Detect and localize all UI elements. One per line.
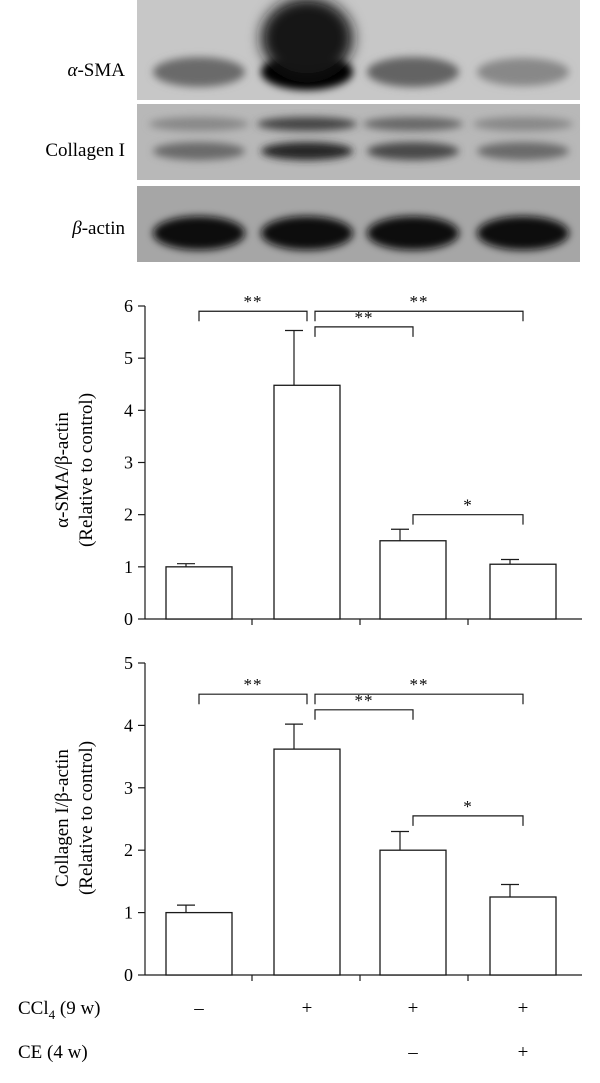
blot-alpha-sma: α-SMA	[68, 0, 580, 100]
condition-label-ce: CE (4 w)	[18, 1042, 88, 1063]
significance-label: *	[463, 496, 473, 515]
significance-label: **	[410, 292, 429, 311]
blot-band	[153, 216, 245, 251]
chart2-ylabel-1: Collagen I/β-actin	[52, 749, 73, 887]
y-tick-label: 1	[124, 557, 133, 577]
y-tick-label: 2	[124, 505, 133, 525]
chart2-ylabel-2: (Relative to control)	[76, 741, 97, 895]
significance-label: **	[410, 675, 429, 694]
blot-band	[367, 216, 459, 251]
blot-band	[477, 58, 569, 86]
significance-bracket	[198, 693, 308, 705]
blot-band-smear	[261, 0, 353, 78]
y-tick-label: 3	[124, 778, 133, 798]
blot-label-beta-actin: β-actin	[71, 218, 125, 239]
blot-band	[153, 142, 245, 161]
significance-label: *	[463, 797, 473, 816]
significance-bracket	[314, 709, 414, 720]
chart-alpha-sma: α-SMA/β-actin (Relative to control) 0 1 2 3…	[52, 292, 582, 629]
blot-band	[477, 216, 569, 251]
condition-value: +	[302, 998, 313, 1019]
y-tick-label: 4	[124, 715, 133, 735]
y-tick-label: 6	[124, 296, 133, 316]
condition-value: –	[193, 998, 204, 1019]
blot-beta-actin: β-actin	[71, 186, 580, 262]
blot-label-collagen: Collagen I	[45, 140, 125, 161]
condition-value: +	[408, 998, 419, 1019]
y-tick-label: 0	[124, 965, 133, 985]
significance-bracket	[314, 693, 524, 705]
bar	[165, 566, 233, 620]
blot-band-upper	[473, 117, 573, 131]
y-tick-label: 4	[124, 400, 133, 420]
significance-label: **	[244, 675, 263, 694]
y-tick-label: 5	[124, 348, 133, 368]
bar	[489, 563, 557, 620]
blot-label-alpha-sma: α-SMA	[68, 60, 126, 81]
significance-label: **	[355, 691, 374, 710]
bar	[165, 911, 233, 976]
conditions-table: CCl4 (9 w) CE (4 w) – + + + – +	[18, 998, 528, 1063]
significance-bracket	[314, 310, 524, 322]
bar	[489, 896, 557, 976]
blot-band	[153, 57, 245, 87]
blot-band-upper	[257, 117, 357, 131]
chart-collagen: Collagen I/β-actin (Relative to control)…	[52, 653, 582, 985]
chart1-ylabel-2: (Relative to control)	[76, 393, 97, 547]
condition-label-ccl4: CCl4 (9 w)	[18, 998, 101, 1022]
significance-label: **	[244, 292, 263, 311]
condition-value: +	[518, 998, 529, 1019]
blot-image-collagen	[137, 104, 580, 180]
significance-bracket	[314, 326, 414, 337]
significance-bracket	[198, 310, 308, 322]
condition-value: +	[518, 1042, 529, 1063]
blot-band-upper	[149, 117, 249, 131]
blot-band-upper	[363, 117, 463, 131]
bar	[379, 540, 447, 620]
bar	[273, 384, 341, 620]
blot-collagen: Collagen I	[45, 104, 580, 180]
y-tick-label: 5	[124, 653, 133, 673]
blot-image-beta-actin	[137, 186, 580, 262]
blot-band	[477, 142, 569, 161]
significance-bracket	[412, 514, 524, 525]
bar	[379, 849, 447, 976]
bar	[273, 748, 341, 976]
blot-band	[261, 142, 353, 161]
chart1-ylabel-1: α-SMA/β-actin	[52, 412, 73, 528]
blot-image-alpha-sma	[137, 0, 580, 100]
y-tick-label: 1	[124, 903, 133, 923]
condition-value: –	[407, 1042, 418, 1063]
condition-values: – + + + – +	[193, 998, 528, 1063]
y-tick-label: 3	[124, 453, 133, 473]
significance-label: **	[355, 308, 374, 327]
blot-band	[367, 142, 459, 161]
blot-band	[261, 216, 353, 251]
y-tick-label: 2	[124, 840, 133, 860]
significance-bracket	[412, 815, 524, 826]
blot-band	[367, 56, 459, 88]
blot-background	[137, 104, 580, 180]
y-tick-label: 0	[124, 609, 133, 629]
